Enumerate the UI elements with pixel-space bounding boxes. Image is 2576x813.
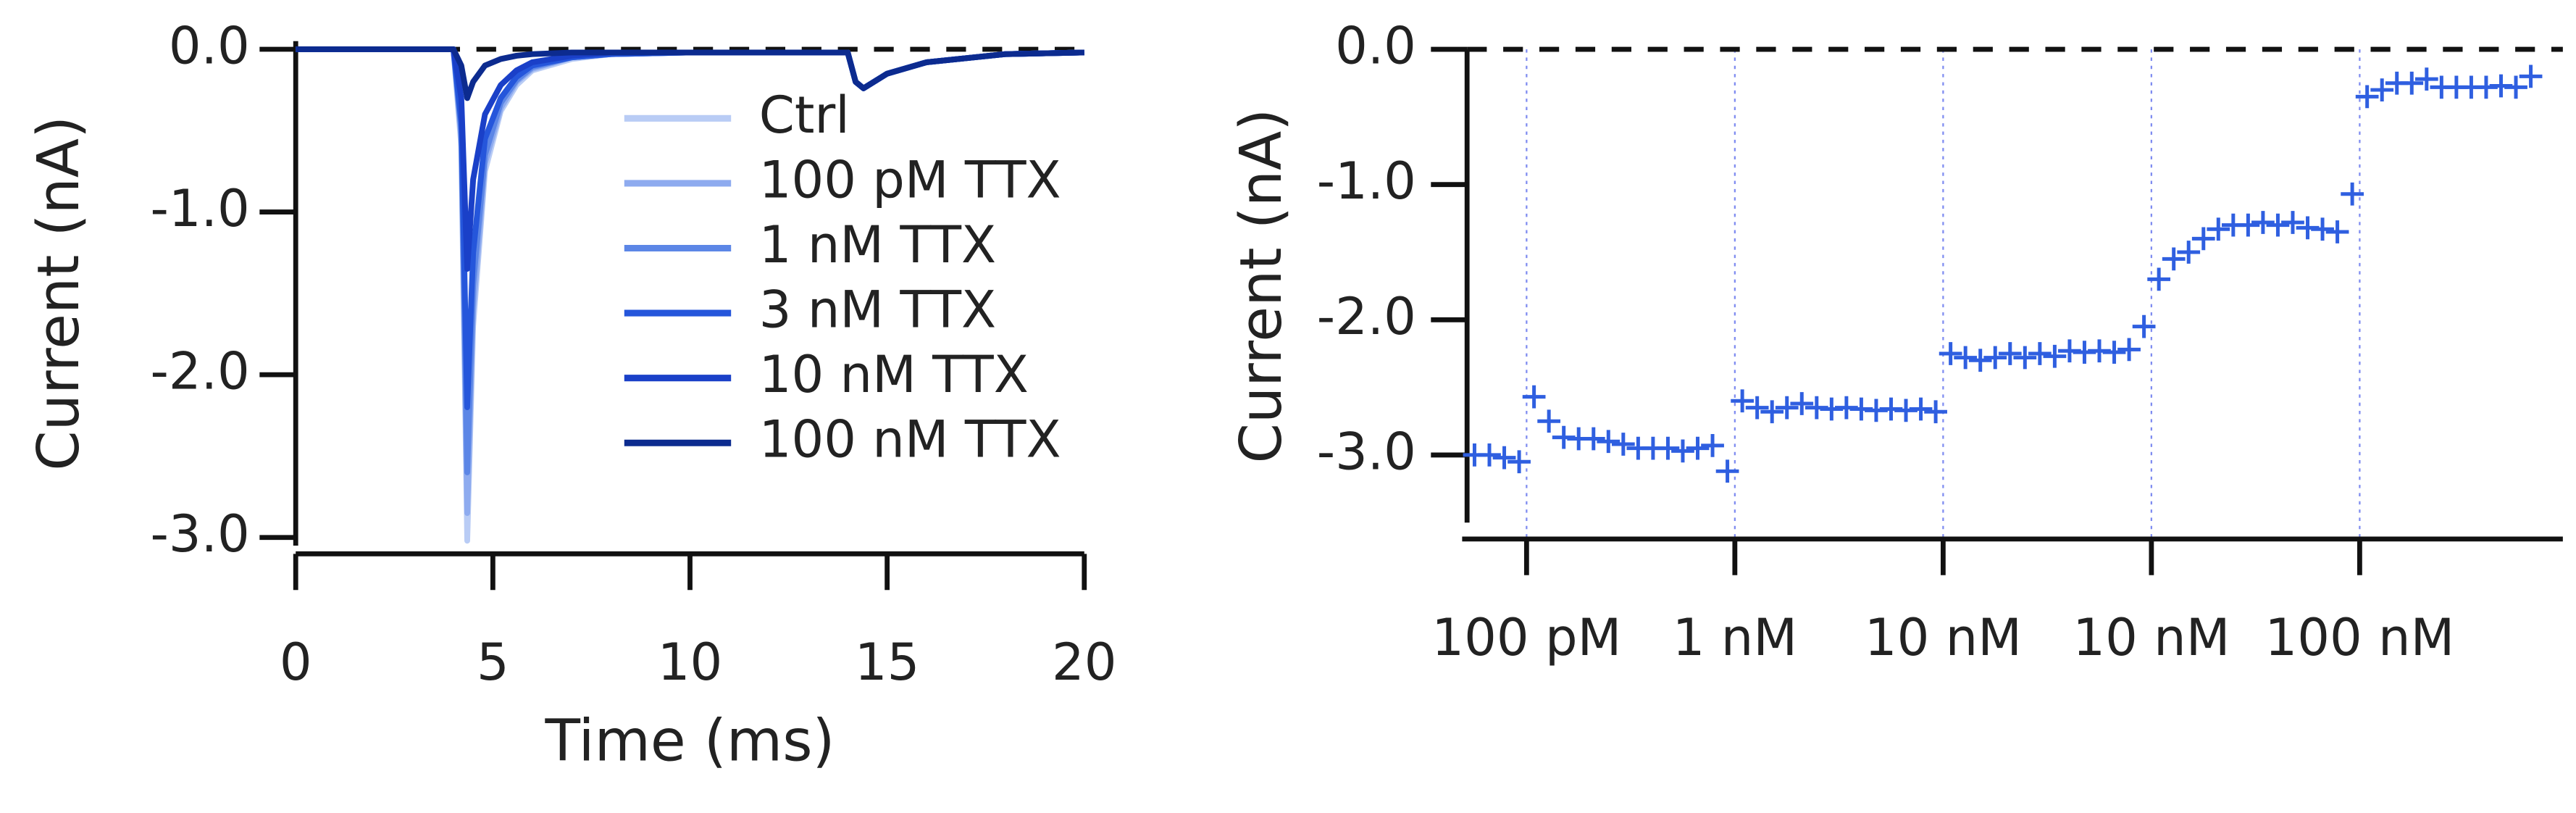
data-point: [1731, 389, 1755, 413]
data-point: [2281, 211, 2304, 234]
data-point: [2504, 75, 2527, 99]
y-axis-label: Current (nA): [1227, 109, 1295, 464]
data-point: [1775, 396, 1799, 420]
legend-label: 3 nM TTX: [759, 280, 996, 340]
trace-line: [296, 46, 1084, 101]
y-tick-label: -3.0: [151, 504, 250, 564]
y-tick-label: -2.0: [1317, 287, 1416, 346]
data-point: [2355, 85, 2379, 109]
data-point: [1909, 397, 1933, 421]
y-tick-label: 0.0: [1335, 17, 1416, 76]
data-point: [2236, 213, 2260, 237]
data-point: [2147, 267, 2171, 291]
data-point: [2043, 344, 2067, 368]
x-tick-label: 0: [280, 633, 312, 692]
data-point: [1597, 430, 1621, 454]
data-point: [1611, 433, 1635, 456]
data-point: [2325, 220, 2349, 243]
data-point: [1522, 385, 1546, 409]
data-point: [2370, 78, 2394, 101]
y-tick-label: -1.0: [151, 179, 250, 238]
y-tick-label: -3.0: [1317, 422, 1416, 481]
data-point: [2117, 338, 2141, 362]
x-tick-label: 100 pM: [1431, 608, 1621, 667]
data-point: [1968, 349, 1992, 372]
data-point: [2341, 182, 2364, 206]
data-point: [2266, 213, 2290, 237]
data-point: [1671, 439, 1694, 463]
data-point: [1478, 443, 1501, 467]
data-point: [1507, 450, 1531, 474]
x-tick-label: 15: [855, 633, 919, 692]
data-point: [1998, 342, 2022, 365]
x-tick-label: 5: [477, 633, 509, 692]
legend-label: 100 nM TTX: [759, 410, 1061, 470]
data-point: [2028, 342, 2052, 365]
data-point: [2191, 227, 2215, 251]
legend-label: 100 pM TTX: [759, 150, 1061, 209]
legend-label: 10 nM TTX: [759, 345, 1029, 404]
data-point: [2162, 247, 2186, 271]
data-point: [2311, 217, 2334, 241]
x-tick-label: 100 nM: [2265, 608, 2455, 667]
y-tick-label: -1.0: [1317, 151, 1416, 211]
data-point: [1686, 436, 1710, 460]
x-tick-label: 20: [1052, 633, 1116, 692]
x-axis-label: Time (ms): [544, 706, 835, 774]
data-point: [2102, 341, 2126, 364]
data-point: [1656, 436, 1680, 460]
data-point: [1790, 392, 1814, 415]
data-point: [2177, 241, 2201, 264]
y-axis-label: Current (nA): [25, 116, 92, 471]
y-tick-label: -2.0: [151, 342, 250, 401]
data-point: [2414, 67, 2438, 91]
data-point: [2251, 211, 2275, 234]
legend-label: 1 nM TTX: [759, 215, 996, 275]
x-tick-label: 10 nM: [2073, 608, 2230, 667]
data-point: [2132, 314, 2156, 338]
x-tick-label: 10: [658, 633, 722, 692]
data-point: [1581, 427, 1605, 451]
data-point: [1492, 446, 1516, 470]
y-tick-label: 0.0: [169, 16, 250, 75]
data-point: [2519, 64, 2543, 88]
data-point: [1760, 400, 1784, 424]
data-point: [1537, 409, 1561, 433]
data-point: [2013, 346, 2037, 370]
data-point: [1954, 346, 1978, 370]
data-point: [1983, 346, 2007, 370]
x-tick-label: 1 nM: [1673, 608, 1797, 667]
data-point: [1715, 459, 1739, 483]
data-point: [1745, 396, 1769, 420]
data-point: [2207, 217, 2230, 241]
x-tick-label: 10 nM: [1865, 608, 2022, 667]
data-point: [2400, 71, 2424, 95]
legend-label: Ctrl: [759, 86, 850, 145]
data-point: [1939, 342, 1962, 365]
data-point: [1701, 433, 1724, 457]
data-point: [1924, 400, 1947, 424]
